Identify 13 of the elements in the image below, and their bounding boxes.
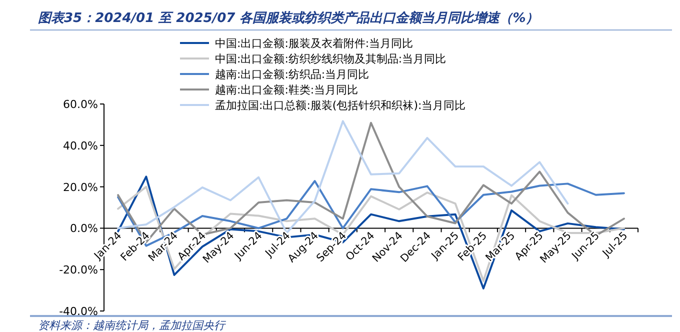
y-tick-label: 0.0% (70, 222, 98, 236)
legend-label: 越南:出口金额:纺织品:当月同比 (215, 68, 370, 81)
chart-title: 图表35：2024/01 至 2025/07 各国服装或纺织类产品出口金额当月同比增速（%） (38, 10, 539, 26)
legend-label: 孟加拉国:出口总额:服装(包括针织和织袜):当月同比 (215, 99, 466, 112)
y-tick-label: 20.0% (63, 180, 98, 194)
y-tick-label: -20.0% (59, 264, 98, 277)
legend-label: 越南:出口金额:鞋类:当月同比 (215, 84, 358, 96)
y-tick-label: 40.0% (63, 139, 98, 152)
y-tick-label: 60.0% (63, 98, 98, 111)
y-tick-label: -40.0% (59, 305, 98, 318)
legend-label: 中国:出口金额:纺织纱线织物及其制品:当月同比 (215, 52, 446, 66)
text: 资料来源：越南统计局，孟加拉国央行 (38, 319, 227, 332)
legend-label: 中国:出口金额:服装及衣着附件:当月同比 (215, 37, 414, 50)
